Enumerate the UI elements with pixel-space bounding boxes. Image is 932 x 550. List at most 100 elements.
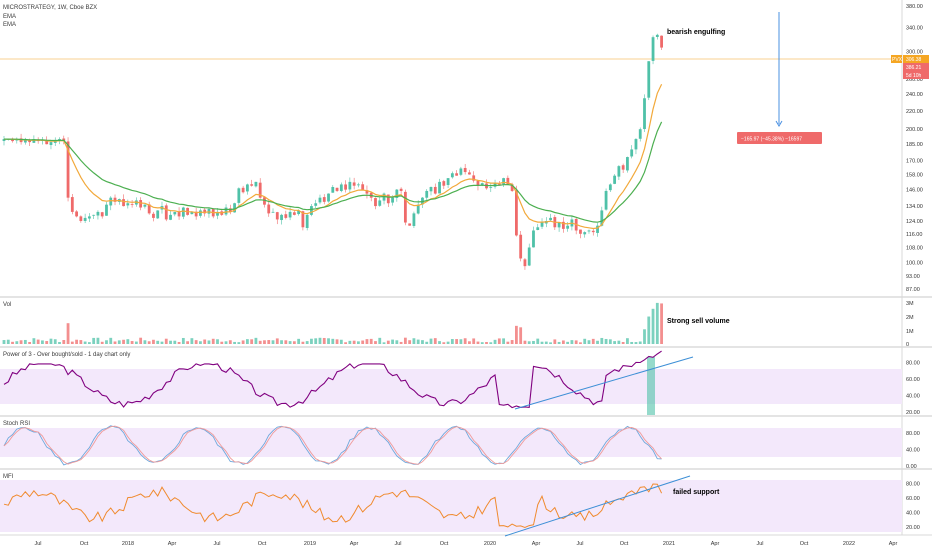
volume-bar	[143, 340, 147, 344]
candle-body	[113, 197, 117, 202]
volume-bar	[19, 340, 23, 344]
volume-bar	[403, 337, 407, 344]
time-tick-label: Apr	[532, 541, 541, 547]
volume-bar	[181, 337, 185, 344]
candle-body	[152, 213, 155, 218]
candle-body	[403, 191, 407, 223]
volume-bar	[203, 339, 207, 344]
candle-body	[626, 157, 629, 171]
volume-bar	[53, 339, 57, 344]
volume-bars	[2, 302, 663, 344]
time-tick-label: Oct	[80, 541, 89, 547]
price-tick-label: 260.00	[906, 77, 923, 83]
volume-bar	[519, 327, 523, 344]
volume-bar	[450, 339, 454, 344]
volume-bar	[134, 341, 138, 344]
volume-bar	[480, 342, 484, 344]
volume-bar	[613, 341, 617, 344]
candle-body	[181, 207, 185, 217]
candle-body	[532, 230, 535, 248]
volume-bar	[139, 337, 143, 344]
candle-body	[510, 184, 514, 191]
volume-bar	[339, 339, 343, 344]
candle-body	[28, 139, 32, 143]
candle-body	[549, 217, 552, 221]
volume-bar	[446, 341, 450, 344]
volume-bar	[544, 341, 548, 344]
candle-body	[472, 175, 476, 181]
volume-bar	[391, 339, 394, 344]
candle-body	[527, 247, 531, 266]
volume-bar	[45, 341, 49, 344]
time-tick-label: 2018	[122, 541, 134, 547]
power-trendline[interactable]	[514, 356, 694, 410]
candle-body	[378, 200, 382, 206]
volume-bar	[190, 338, 194, 344]
volume-bar	[169, 340, 172, 344]
stoch-band	[0, 428, 902, 457]
volume-bar	[250, 339, 254, 344]
candle-body	[177, 211, 181, 217]
time-tick-label: Jul	[213, 541, 220, 547]
measure-arrowhead	[775, 120, 783, 127]
candle-body	[352, 182, 356, 186]
candle-body	[613, 175, 617, 184]
volume-bar	[553, 339, 557, 344]
candle-body	[497, 183, 501, 185]
volume-bar	[374, 341, 377, 344]
volume-bar	[459, 339, 463, 344]
volume-bar	[32, 338, 36, 344]
candle-body	[638, 129, 642, 139]
volume-bar	[510, 340, 514, 344]
second-price-tag	[903, 63, 929, 71]
volume-bar	[318, 337, 322, 344]
volume-bar	[220, 341, 224, 344]
volume-bar	[314, 338, 318, 344]
volume-bar	[70, 341, 74, 344]
candle-body	[88, 216, 91, 219]
volume-bar	[651, 308, 655, 344]
volume-bar	[258, 340, 262, 344]
last-price-tag	[891, 55, 902, 63]
volume-bar	[344, 342, 347, 344]
time-tick-label: Apr	[168, 541, 177, 547]
time-tick-label: Jul	[756, 541, 763, 547]
volume-bar	[395, 340, 399, 344]
mfi-trendline[interactable]	[504, 475, 691, 537]
volume-bar	[58, 342, 61, 344]
volume-bar	[23, 339, 27, 344]
volume-bar	[271, 340, 275, 344]
candle-body	[429, 187, 433, 192]
osc-tick-label: 20.00	[906, 410, 920, 416]
osc-tick-label: 40.00	[906, 448, 920, 454]
volume-bar	[412, 338, 416, 344]
mfi-band	[0, 480, 902, 532]
candle-body	[199, 210, 202, 216]
time-tick-label: Jul	[394, 541, 401, 547]
time-tick-label: 2022	[843, 541, 855, 547]
volume-bar	[310, 338, 313, 344]
volume-bar	[357, 341, 360, 344]
time-tick-label: Oct	[800, 541, 809, 547]
volume-bar	[254, 337, 258, 344]
osc-tick-label: 1M	[906, 329, 914, 335]
candle-body	[540, 222, 544, 227]
volume-bar	[275, 338, 279, 344]
last-price-tag-prefix: PVX	[892, 57, 903, 63]
volume-bar	[237, 342, 241, 344]
volume-bar	[177, 341, 181, 344]
volume-bar	[117, 340, 121, 344]
candle-body	[476, 180, 480, 186]
candle-body	[254, 181, 258, 187]
osc-tick-label: 80.00	[906, 360, 920, 366]
candle-body	[105, 204, 108, 216]
candle-body	[480, 183, 484, 186]
volume-bar	[497, 338, 501, 344]
volume-bar	[194, 340, 198, 344]
candle-body	[237, 188, 241, 203]
time-tick-label: Jul	[576, 541, 583, 547]
osc-tick-label: 60.00	[906, 496, 920, 502]
chart-title: MICROSTRATEGY, 1W, Cboe BZX	[3, 5, 97, 11]
